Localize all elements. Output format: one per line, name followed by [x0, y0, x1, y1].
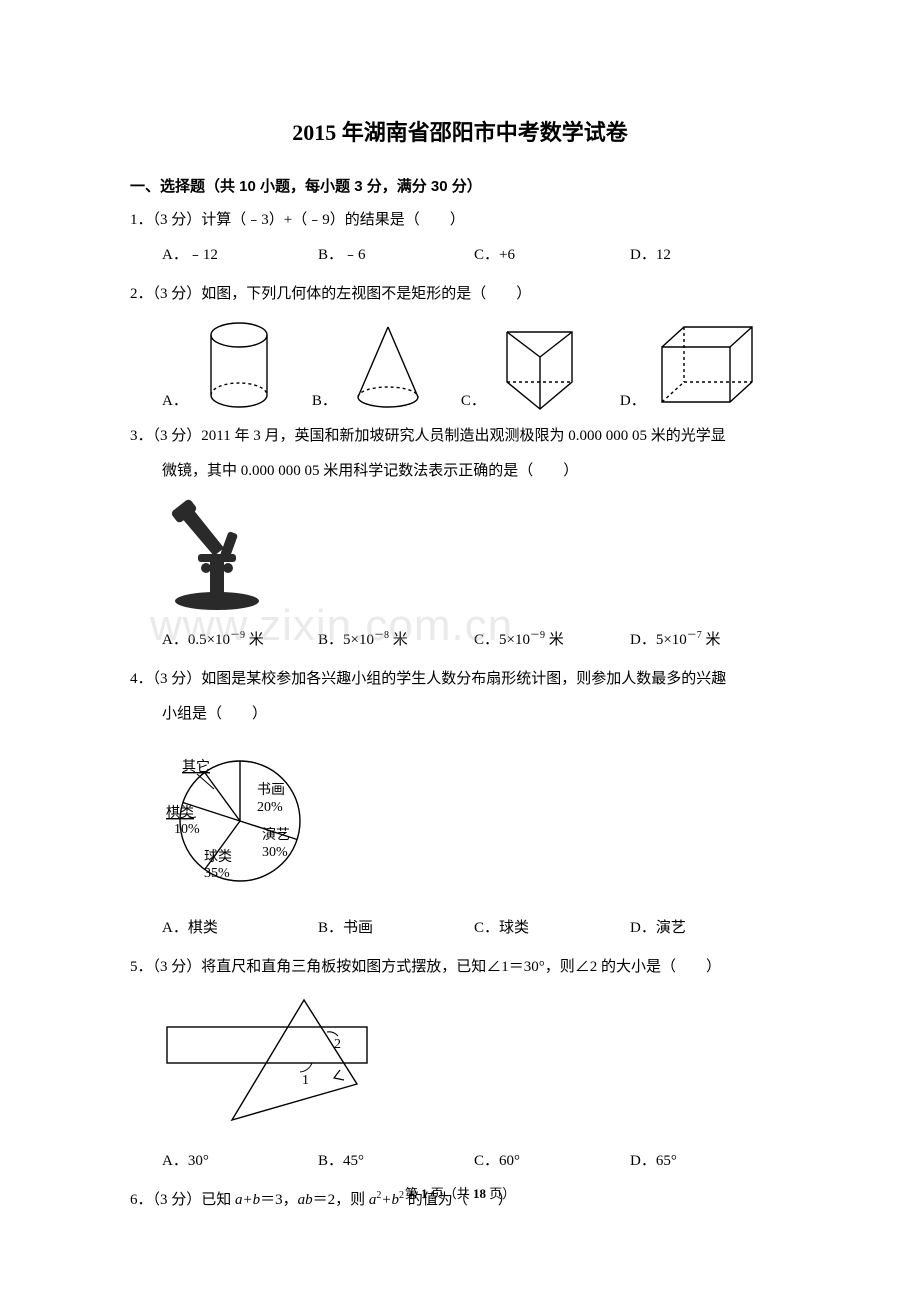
q3-figure — [130, 496, 790, 616]
page-footer: 第 1 页（共 18 页） — [0, 1183, 920, 1202]
pie-label-yanyi: 演艺 — [262, 827, 290, 843]
q1-opt-c[interactable]: C．+6 — [474, 239, 630, 272]
q4-options: A．棋类 B．书画 C．球类 D．演艺 — [130, 912, 790, 945]
q5-opt-d[interactable]: D．65° — [630, 1145, 677, 1178]
angle-2-label: 2 — [334, 1037, 341, 1052]
q1-options: A．﹣12 B．﹣6 C．+6 D．12 — [130, 239, 790, 272]
q5-opt-a[interactable]: A．30° — [162, 1145, 318, 1178]
q2-figures: A． B． C． — [130, 317, 790, 412]
q5-options: A．30° B．45° C．60° D．65° — [130, 1145, 790, 1178]
q1-opt-b[interactable]: B．﹣6 — [318, 239, 474, 272]
q5-figure: 2 1 — [130, 992, 790, 1137]
q4-opt-d[interactable]: D．演艺 — [630, 912, 686, 945]
microscope-icon — [162, 496, 272, 611]
q1-opt-a[interactable]: A．﹣12 — [162, 239, 318, 272]
pie-pct-qilei: 10% — [174, 822, 200, 837]
ruler-triangle-icon: 2 1 — [162, 992, 382, 1132]
q3-opt-b[interactable]: B．5×10－8 米 — [318, 624, 474, 657]
pie-pct-qiulei: 35% — [204, 866, 230, 881]
q5-stem: 5．（3 分）将直尺和直角三角板按如图方式摆放，已知∠1＝30°，则∠2 的大小… — [130, 951, 790, 984]
q3-stem-line1: 3．（3 分）2011 年 3 月，英国和新加坡研究人员制造出观测极限为 0.0… — [130, 420, 790, 453]
q4-stem-line2: 小组是（ ） — [130, 698, 790, 731]
cuboid-icon — [652, 317, 762, 412]
pie-label-shuhua: 书画 — [257, 782, 285, 798]
prism-icon — [492, 317, 592, 412]
page-content: 2015 年湖南省邵阳市中考数学试卷 一、选择题（共 10 小题，每小题 3 分… — [0, 0, 920, 1259]
cylinder-icon — [194, 317, 284, 412]
q1-opt-d[interactable]: D．12 — [630, 239, 671, 272]
q2-opt-a[interactable]: A． — [162, 317, 284, 412]
pie-chart-icon: 书画 20% 演艺 30% 球类 35% 棋类 10% 其它 — [162, 739, 342, 899]
pie-label-qita: 其它 — [182, 758, 210, 775]
page-title: 2015 年湖南省邵阳市中考数学试卷 — [130, 115, 790, 147]
q2-label-b: B． — [312, 389, 337, 412]
pie-pct-yanyi: 30% — [262, 845, 288, 860]
q4-opt-b[interactable]: B．书画 — [318, 912, 474, 945]
q2-label-c: C． — [461, 389, 486, 412]
q2-label-a: A． — [162, 389, 188, 412]
q2-label-d: D． — [620, 389, 646, 412]
q2-opt-b[interactable]: B． — [312, 317, 433, 412]
q3-opt-a[interactable]: A．0.5×10－9 米 — [162, 624, 318, 657]
q3-stem-line2: 微镜，其中 0.000 000 05 米用科学记数法表示正确的是（ ） — [130, 455, 790, 488]
q5-opt-c[interactable]: C．60° — [474, 1145, 630, 1178]
q2-opt-d[interactable]: D． — [620, 317, 762, 412]
pie-label-qilei: 棋类 — [166, 805, 194, 821]
angle-1-label: 1 — [302, 1073, 309, 1088]
q4-figure: 书画 20% 演艺 30% 球类 35% 棋类 10% 其它 — [130, 739, 790, 904]
q3-options: A．0.5×10－9 米 B．5×10－8 米 C．5×10－9 米 D．5×1… — [130, 624, 790, 657]
pie-pct-shuhua: 20% — [257, 800, 283, 815]
cone-icon — [343, 317, 433, 412]
q5-opt-b[interactable]: B．45° — [318, 1145, 474, 1178]
q2-stem: 2．（3 分）如图，下列几何体的左视图不是矩形的是（ ） — [130, 278, 790, 311]
q4-stem-line1: 4．（3 分）如图是某校参加各兴趣小组的学生人数分布扇形统计图，则参加人数最多的… — [130, 663, 790, 696]
q2-opt-c[interactable]: C． — [461, 317, 592, 412]
q4-opt-a[interactable]: A．棋类 — [162, 912, 318, 945]
q4-opt-c[interactable]: C．球类 — [474, 912, 630, 945]
q3-opt-d[interactable]: D．5×10－7 米 — [630, 624, 721, 657]
q3-opt-c[interactable]: C．5×10－9 米 — [474, 624, 630, 657]
q1-stem: 1．（3 分）计算（﹣3）+（﹣9）的结果是（ ） — [130, 204, 790, 237]
section-1-header: 一、选择题（共 10 小题，每小题 3 分，满分 30 分） — [130, 175, 790, 196]
pie-label-qiulei: 球类 — [204, 849, 232, 865]
